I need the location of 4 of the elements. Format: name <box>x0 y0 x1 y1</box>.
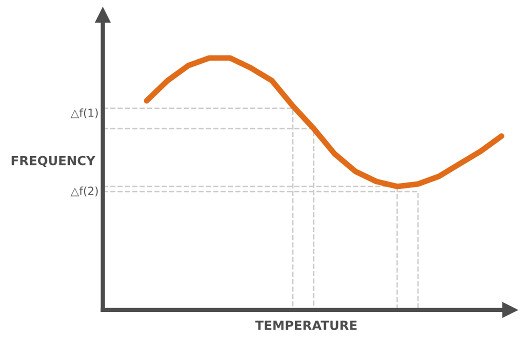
ref-line-label: △f(1) <box>70 108 98 118</box>
x-axis-title: TEMPERATURE <box>255 320 357 330</box>
ref-line-label: △f(2) <box>70 186 98 196</box>
y-axis-title: FREQUENCY <box>12 156 96 167</box>
